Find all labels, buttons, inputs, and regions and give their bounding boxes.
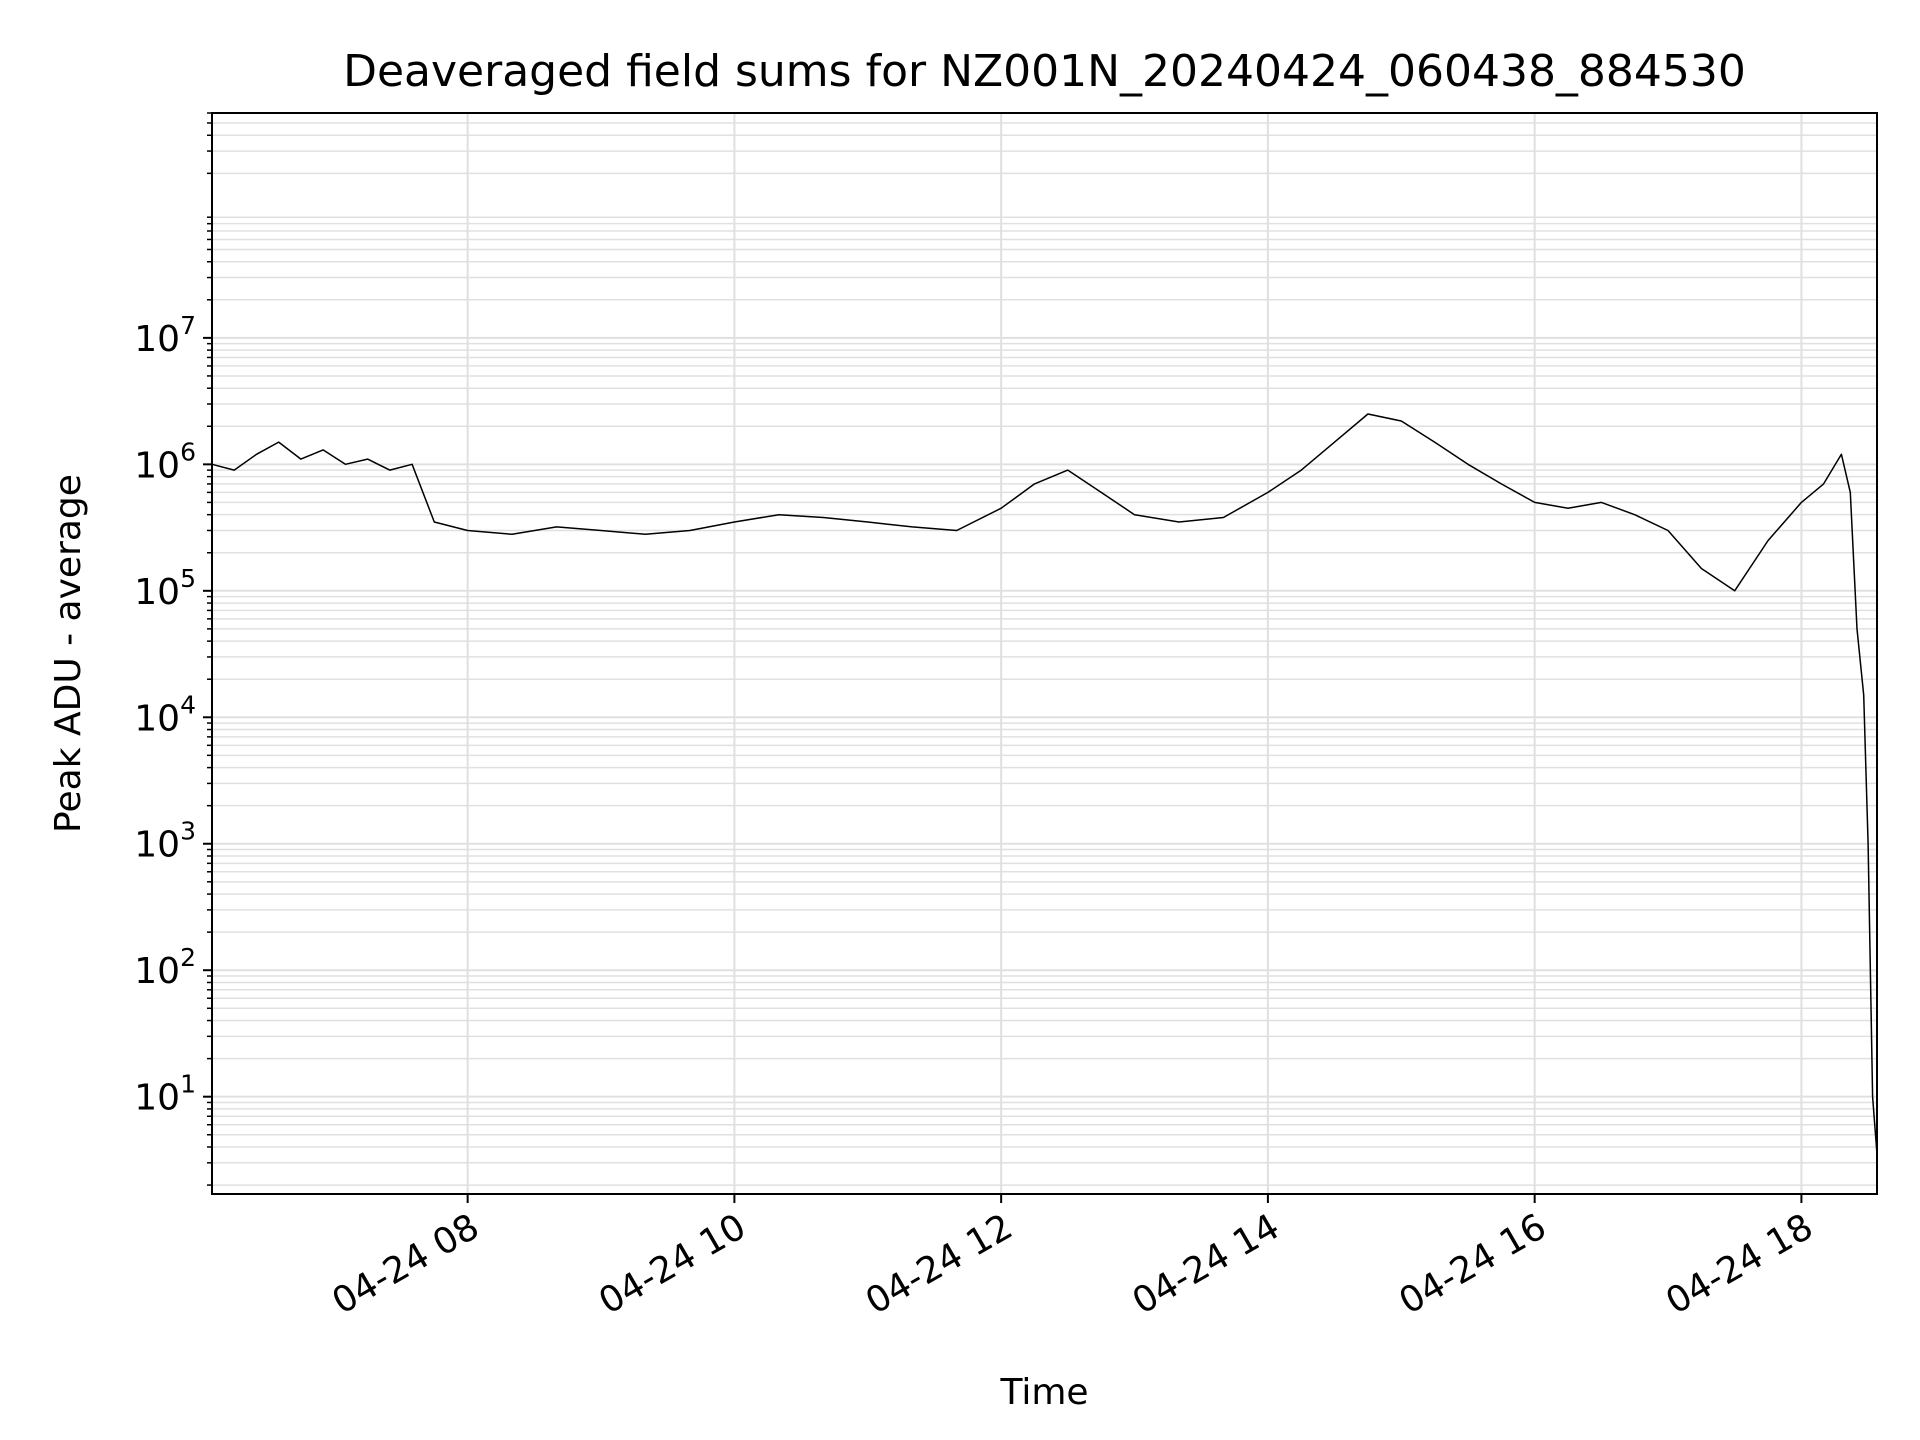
series-layer [211,413,1878,1155]
y-tick-exponent: 1 [180,1070,196,1099]
x-axis-label: Time [999,1372,1088,1413]
y-tick-exponent: 5 [180,564,196,593]
y-tick-exponent: 7 [180,311,196,340]
y-tick-exponent: 4 [180,690,196,719]
grid [212,112,1877,1194]
plot-frame [211,112,1878,1195]
y-tick-label: 102 [134,943,196,992]
chart-title: Deaveraged field sums for NZ001N_2024042… [343,46,1746,97]
series-line-0 [211,413,1878,1155]
y-axis-label: Peak ADU - average [48,474,89,833]
y-tick-exponent: 3 [180,817,196,846]
y-tick-exponent: 2 [180,943,196,972]
y-tick-exponent: 6 [180,437,196,466]
y-tick-label: 101 [134,1070,196,1119]
